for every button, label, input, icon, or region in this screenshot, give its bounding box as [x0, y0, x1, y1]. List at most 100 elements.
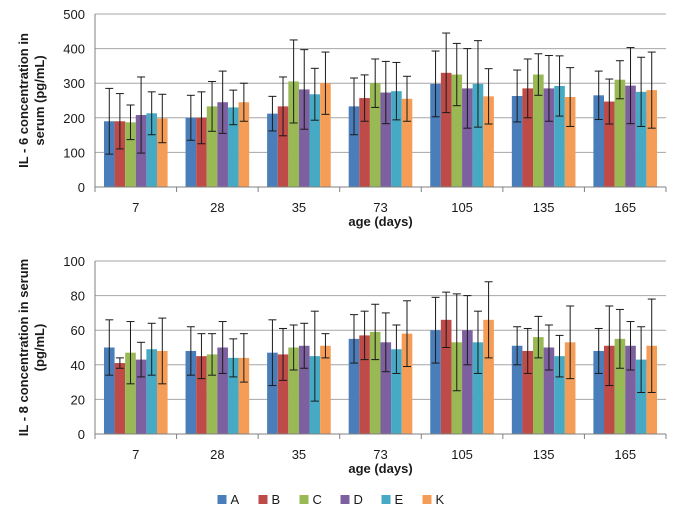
bar-E-135 — [554, 356, 565, 434]
legend-item-A: A — [217, 492, 240, 507]
x-tick-label: 73 — [373, 447, 387, 462]
legend-item-D: D — [340, 492, 363, 507]
bar-E-73 — [391, 349, 402, 434]
bar-A-73 — [348, 338, 360, 434]
bar-D-7 — [135, 359, 147, 434]
bar-D-165 — [625, 345, 636, 434]
y-tick-label: 0 — [78, 427, 85, 442]
bar-B-105 — [440, 72, 452, 187]
x-tick-label: 73 — [373, 200, 387, 215]
bar-C-7 — [125, 352, 136, 434]
legend-swatch-C — [299, 495, 309, 504]
y-tick-label: 500 — [63, 7, 85, 22]
y-tick-label: 300 — [63, 76, 85, 91]
bar-D-105 — [462, 88, 473, 187]
bar-D-28 — [217, 102, 228, 187]
bar-D-105 — [462, 330, 473, 434]
bar-K-7 — [156, 118, 168, 187]
bar-A-28 — [185, 117, 197, 187]
y-tick-label: 400 — [63, 42, 85, 57]
y-tick-label: 0 — [78, 180, 85, 195]
bar-K-35 — [320, 83, 331, 187]
legend-item-K: K — [422, 492, 445, 507]
bar-C-105 — [451, 74, 463, 187]
bar-A-165 — [593, 350, 605, 434]
bar-C-73 — [369, 331, 381, 434]
bar-E-73 — [391, 91, 402, 187]
x-tick-label: 7 — [132, 200, 139, 215]
bar-A-105 — [430, 330, 441, 434]
bar-K-7 — [156, 350, 168, 434]
bar-B-28 — [196, 117, 207, 187]
bar-K-105 — [483, 96, 494, 187]
x-tick-label: 105 — [451, 200, 473, 215]
bar-D-135 — [543, 347, 555, 434]
bar-K-73 — [401, 98, 413, 187]
legend-label-K: K — [436, 492, 445, 507]
bar-C-135 — [533, 74, 544, 187]
legend-item-B: B — [258, 492, 280, 507]
legend-label-C: C — [313, 492, 322, 507]
bar-A-35 — [267, 352, 278, 434]
bar-A-35 — [267, 113, 278, 187]
y-axis-title: (pg/mL) — [32, 324, 47, 372]
bar-E-165 — [635, 359, 647, 434]
bar-A-73 — [348, 106, 360, 187]
bar-B-165 — [604, 345, 615, 434]
y-tick-label: 60 — [71, 323, 85, 338]
bar-C-7 — [125, 122, 136, 187]
legend-label-A: A — [231, 492, 240, 507]
y-tick-label: 100 — [63, 145, 85, 160]
il6-chart: 0 100 200 300 400 500 7 28 35 73 105 135 165 age (day… — [16, 7, 667, 229]
bar-E-7 — [146, 113, 157, 187]
bar-E-105 — [472, 342, 484, 434]
bar-B-165 — [604, 101, 615, 187]
bar-B-73 — [359, 98, 370, 187]
bar-B-135 — [522, 88, 534, 187]
bar-E-35 — [309, 94, 321, 187]
bar-D-28 — [217, 347, 228, 434]
y-tick-label: 200 — [63, 111, 85, 126]
x-tick-label: 135 — [533, 200, 555, 215]
bar-C-73 — [369, 83, 381, 187]
bar-C-35 — [288, 81, 299, 187]
bar-C-165 — [614, 338, 626, 434]
bar-E-7 — [146, 349, 157, 434]
y-axis-title: IL - 6 concentration in — [16, 33, 31, 168]
legend-swatch-D — [340, 495, 350, 504]
bar-K-105 — [483, 319, 494, 434]
bar-A-105 — [430, 83, 441, 187]
bar-B-105 — [440, 319, 452, 434]
legend-label-E: E — [395, 492, 404, 507]
bar-D-135 — [543, 88, 555, 187]
bar-K-35 — [320, 345, 331, 434]
bar-E-165 — [635, 91, 647, 187]
bar-C-28 — [206, 354, 218, 434]
x-tick-label: 7 — [132, 447, 139, 462]
bar-B-35 — [277, 106, 289, 187]
legend-item-C: C — [299, 492, 322, 507]
bar-K-135 — [564, 97, 576, 187]
bar-D-165 — [625, 85, 636, 187]
x-tick-label: 35 — [292, 447, 306, 462]
bar-K-28 — [238, 102, 250, 187]
x-tick-label: 165 — [614, 447, 636, 462]
legend-label-D: D — [354, 492, 363, 507]
y-tick-label: 40 — [71, 358, 85, 373]
legend-swatch-B — [258, 495, 268, 504]
legend-swatch-A — [217, 495, 227, 504]
y-tick-label: 100 — [63, 254, 85, 269]
bar-B-35 — [277, 354, 289, 434]
y-tick-label: 20 — [71, 392, 85, 407]
bar-E-28 — [227, 357, 239, 434]
y-tick-label: 80 — [71, 289, 85, 304]
bar-E-28 — [227, 107, 239, 187]
bar-D-35 — [298, 89, 310, 187]
bar-C-35 — [288, 347, 299, 434]
bar-C-28 — [206, 106, 218, 187]
bar-E-105 — [472, 83, 484, 187]
y-axis-title: IL - 8 concentration in serum — [16, 259, 31, 436]
x-tick-label: 105 — [451, 447, 473, 462]
